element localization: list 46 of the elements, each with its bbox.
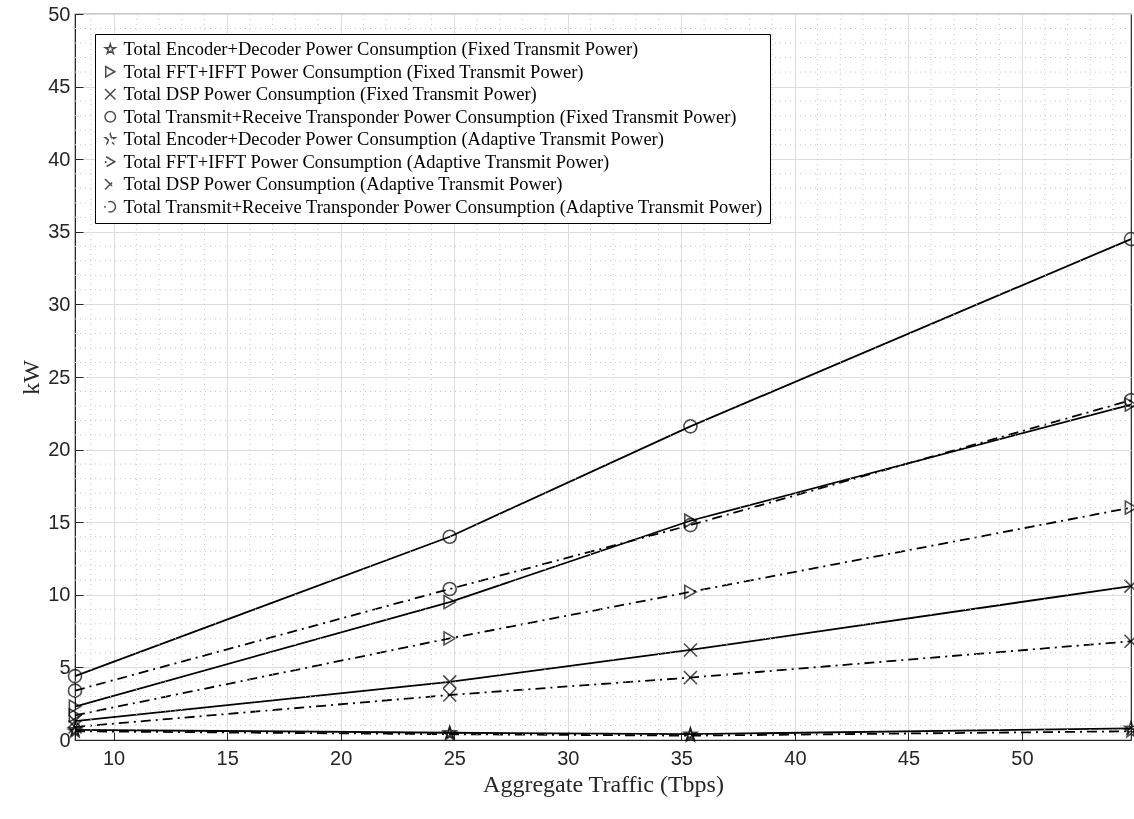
x-tick-label: 15: [216, 746, 239, 769]
point: [442, 674, 458, 690]
legend-label: Total FFT+IFFT Power Consumption (Fixed Transmit Power): [123, 61, 584, 83]
y-tick-label: 5: [59, 655, 71, 678]
x-tick-label: 10: [102, 746, 126, 769]
x-tick-label: 30: [557, 746, 580, 769]
y-tick-label: 35: [48, 220, 71, 243]
y-tick-label: 15: [48, 510, 71, 533]
y-tick-label: 30: [48, 292, 71, 315]
x-tick-label: 50: [1011, 746, 1034, 769]
legend-label: Total Encoder+Decoder Power Consumption (Adaptive Transmit Power): [123, 129, 664, 151]
point: [683, 419, 698, 434]
point: [443, 594, 457, 610]
point: [442, 687, 458, 703]
legend-label: Total Encoder+Decoder Power Consumption (Fixed Transmit Power): [123, 39, 639, 61]
y-tick-label: 40: [48, 147, 71, 170]
y-tick-label: 10: [48, 583, 71, 606]
point: [67, 713, 83, 729]
legend-label: Total Transmit+Receive Transponder Power Consumption (Fixed Transmit Power): [123, 106, 737, 128]
x-tick-label: 25: [443, 746, 466, 769]
x-tick-label: 35: [670, 746, 693, 769]
point: [683, 642, 698, 658]
point: [683, 670, 698, 685]
point: [68, 699, 82, 714]
x-axis-title: Aggregate Traffic (Tbps): [483, 770, 724, 797]
legend-label: Total Transmit+Receive Transponder Power Consumption (Adaptive Transmit Power): [123, 196, 763, 218]
point: [442, 529, 458, 545]
y-tick-label: 20: [48, 438, 71, 461]
legend-label: Total DSP Power Consumption (Adaptive Transmit Power): [123, 174, 563, 196]
y-axis-title: kW: [18, 359, 45, 395]
y-tick-label: 25: [48, 365, 71, 388]
point: [683, 513, 697, 529]
point: [67, 683, 83, 698]
x-tick-label: 45: [897, 746, 921, 769]
legend-label: Total FFT+IFFT Power Consumption (Adaptive Transmit Power): [123, 151, 610, 173]
point: [442, 581, 458, 597]
legend-label: Total DSP Power Consumption (Fixed Transmit Power): [123, 84, 537, 106]
point: [683, 517, 698, 533]
y-tick-label: 50: [48, 2, 71, 25]
point: [443, 631, 457, 646]
point: [683, 584, 697, 600]
x-tick-label: 40: [784, 746, 807, 769]
point: [68, 708, 82, 723]
y-tick-label: 45: [48, 75, 71, 98]
x-tick-label: 20: [330, 746, 353, 769]
y-tick-label: 0: [59, 728, 71, 751]
